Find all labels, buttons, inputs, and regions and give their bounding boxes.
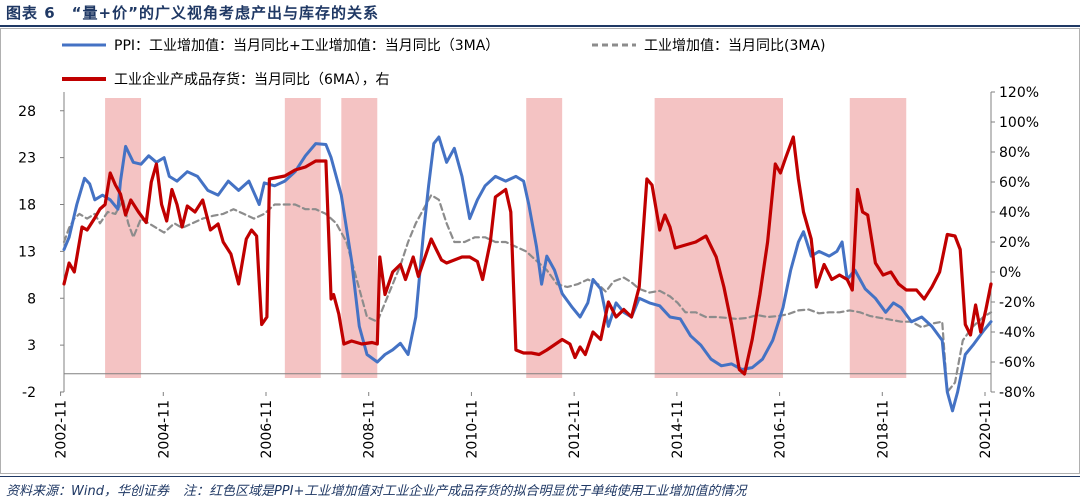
right-tick-label: 120%: [999, 85, 1039, 101]
figure-title: 图表 6 “量+价”的广义视角考虑产出与库存的关系: [6, 4, 379, 22]
x-tick-label: 2006-11: [259, 400, 275, 459]
shaded-period-5: [654, 98, 784, 378]
x-tick-label: 2010-11: [464, 400, 480, 459]
footer-rule: [0, 476, 1080, 477]
shaded-period-1: [105, 98, 142, 378]
shaded-period-2: [284, 98, 321, 378]
right-tick-label: 80%: [999, 145, 1030, 161]
x-tick-label: 2002-11: [54, 400, 70, 459]
left-tick-label: 18: [18, 198, 36, 214]
left-tick-label: 23: [18, 151, 36, 167]
x-tick-label: 2008-11: [362, 400, 378, 459]
legend-label-inv: 工业企业产成品存货：当月同比（6MA），右: [114, 71, 390, 88]
left-tick-label: 13: [18, 244, 36, 260]
right-tick-label: -40%: [999, 325, 1035, 341]
x-tick-label: 2016-11: [773, 400, 789, 459]
legend-label-ppi: PPI：工业增加值：当月同比+工业增加值：当月同比（3MA）: [114, 38, 499, 54]
legend: PPI：工业增加值：当月同比+工业增加值：当月同比（3MA） 工业增加值：当月同比…: [62, 38, 826, 88]
shaded-period-6: [849, 98, 907, 378]
footnote-text: 注：红色区域是PPI+工业增加值对工业企业产成品存货的拟合明显优于单纯使用工业增…: [182, 484, 747, 499]
right-tick-label: 100%: [999, 115, 1039, 131]
series-line-inv: [62, 135, 993, 376]
left-tick-label: 8: [27, 291, 36, 307]
right-tick-label: -60%: [999, 355, 1035, 371]
right-tick-label: 20%: [999, 235, 1030, 251]
right-tick-label: 60%: [999, 175, 1030, 191]
right-tick-label: 0%: [999, 265, 1021, 281]
x-tick-label: 2018-11: [875, 400, 891, 459]
shaded-regions: [105, 98, 907, 378]
x-tick-label: 2014-11: [670, 400, 686, 459]
right-tick-label: -80%: [999, 385, 1035, 401]
x-tick-label: 2020-11: [978, 400, 994, 459]
shaded-period-4: [526, 98, 563, 378]
source-text: 资料来源：Wind，华创证券: [6, 484, 169, 499]
left-tick-label: 28: [18, 104, 36, 120]
x-tick-label: 2012-11: [567, 400, 583, 459]
legend-label-iva: 工业增加值：当月同比(3MA): [644, 38, 826, 54]
left-tick-label: 3: [27, 338, 36, 354]
x-tick-label: 2004-11: [156, 400, 172, 459]
series-line-ppi: [62, 135, 993, 413]
source-note: 资料来源：Wind，华创证券 注：红色区域是PPI+工业增加值对工业企业产成品存货…: [6, 480, 746, 499]
series-lines: [62, 135, 993, 413]
title-rule: [0, 25, 1080, 27]
right-tick-label: 40%: [999, 205, 1030, 221]
axes: -2 3 8 13 18 23 28 120% 100% 80% 60% 40% 20% 0% -20% -4…: [18, 85, 1039, 459]
left-tick-label: -2: [22, 385, 36, 401]
right-tick-label: -20%: [999, 295, 1035, 311]
